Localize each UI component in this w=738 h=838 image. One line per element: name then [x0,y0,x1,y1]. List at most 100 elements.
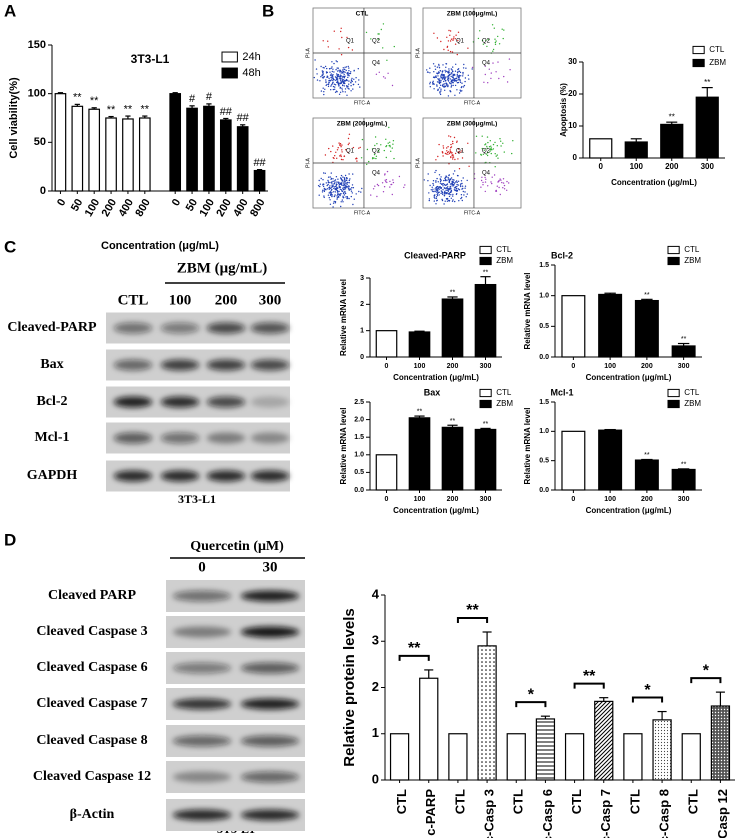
flow-event [456,79,458,82]
x-tick-label: c-Casp 12 [715,789,730,838]
flow-event [457,151,460,154]
bar [564,733,585,781]
flow-event [341,78,343,80]
flow-event [374,185,376,187]
blot-band [113,470,153,482]
flow-event [450,85,453,87]
significance: * [644,682,651,699]
flow-event [345,177,348,179]
flow-event [490,145,492,147]
x-tick-label: CTL [569,789,584,814]
x-tick-label: 300 [678,496,690,503]
flow-event [492,50,494,52]
flow-event [377,33,379,35]
flow-event [460,183,462,185]
flow-event [423,179,425,181]
y-tick-label: 2.5 [354,399,364,406]
y-tick-label: 1.5 [354,434,364,441]
flow-event [471,66,474,69]
flow-event [385,179,388,181]
flow-event [326,83,328,86]
flow-event [506,81,509,83]
flow-event [457,188,460,190]
flow-event [334,88,336,91]
flow-event [336,157,338,159]
flow-event [446,151,449,154]
flow-event [322,77,324,79]
blot-band [240,771,300,783]
flow-event [436,186,438,188]
flow-event [445,198,448,200]
flow-event [334,155,336,157]
flow-event [462,190,464,193]
significance: ** [141,103,150,115]
flow-event [329,71,331,73]
x-tick-label: CTL [452,789,467,814]
flow-event [437,88,439,91]
flow-event [345,196,347,198]
flow-event [464,185,467,187]
flow-event [452,179,454,181]
flow-event [494,141,496,144]
flow-event [327,176,330,178]
flow-event [335,90,338,92]
flow-event [375,155,378,157]
flow-event [456,53,458,56]
blot-row-label: Cleaved Caspase 7 [36,696,147,711]
flow-event [321,70,323,72]
flow-event [333,183,335,185]
flow-event [448,82,451,84]
flow-event [448,151,450,153]
blot-band [240,698,300,710]
flow-event [435,180,437,182]
x-tick-label: 100 [197,197,217,219]
flow-event [322,73,324,76]
flow-event [500,179,502,181]
flow-event [334,181,336,183]
flow-event [455,34,457,36]
flow-event [444,179,447,182]
flow-event [452,195,454,197]
flow-event [456,141,458,143]
flow-event [342,189,345,191]
flow-event [342,75,344,78]
flow-event [340,158,343,161]
flow-event [339,155,341,157]
flow-event [346,79,348,82]
flow-event [440,187,442,189]
flow-event [444,177,446,180]
flow-event [348,70,350,72]
flow-event [452,193,454,196]
blot-band [240,626,300,638]
flow-event [446,183,449,185]
flow-event [431,186,433,188]
flow-event [439,180,442,183]
bar [88,108,101,192]
quadrant-label: Q4 [482,171,491,177]
flow-event [493,174,496,176]
flow-event [433,88,435,90]
flow-event [461,185,464,187]
flow-event [388,126,390,129]
flow-event [344,190,346,193]
flow-event [435,196,438,198]
flow-event [331,183,333,185]
flow-event [493,27,495,29]
flow-event [343,77,345,79]
significance: ** [681,462,687,469]
flow-event [349,178,351,180]
flow-event [368,160,370,163]
flow-event [404,184,406,186]
flow-event [331,83,334,85]
flow-event [334,201,337,203]
flow-event [347,73,350,75]
significance: ** [483,421,489,428]
flow-event [450,38,453,40]
significance: ** [417,409,423,416]
significance: ** [583,668,596,685]
flow-event [353,69,355,72]
flow-event [359,86,361,88]
flow-event [323,195,325,197]
flow-event [343,191,345,193]
flow-event [456,189,459,192]
